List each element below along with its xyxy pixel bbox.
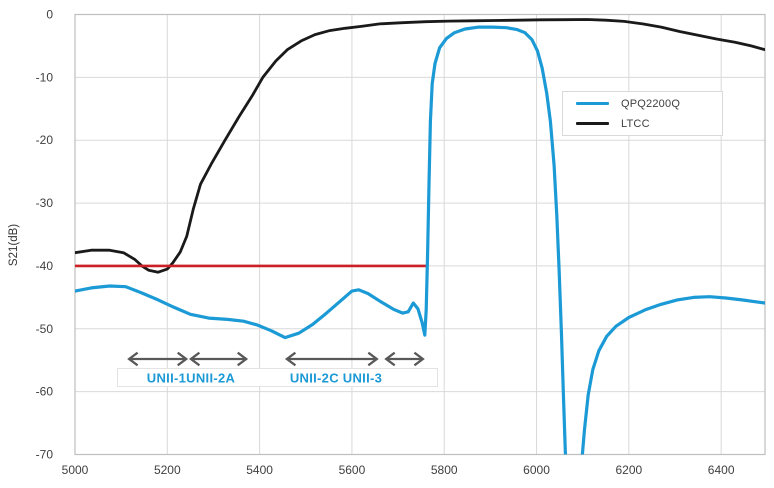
y-tick-label: -40 [36,259,54,273]
legend-label-qpq2200q: QPQ2200Q [621,97,681,110]
x-tick-label: 6000 [523,463,550,477]
legend-entry-ltcc: LTCC [576,118,722,130]
y-tick-label: 0 [46,8,53,22]
legend: QPQ2200Q LTCC [562,91,723,136]
x-tick-label: 5400 [246,463,273,477]
y-axis-title: S21(dB) [8,223,20,267]
x-tick-label: 6400 [708,463,735,477]
x-tick-label: 5800 [431,463,458,477]
unii-2c-unii-3-label: UNII-2C UNII-3 [289,370,383,385]
unii-1-band-arrow [127,351,189,367]
legend-label-ltcc: LTCC [621,117,650,130]
unii-bands-label-box: UNII-1UNII-2A UNII-2C UNII-3 [117,368,438,387]
y-tick-label: -30 [36,196,54,210]
legend-entry-qpq2200q: QPQ2200Q [576,98,722,110]
x-tick-label: 5200 [154,463,181,477]
ltcc-curve [75,18,765,274]
y-tick-label: -20 [36,133,54,147]
unii-2c-band-arrow [284,351,379,367]
unii-1-unii-2a-label: UNII-1UNII-2A [146,370,236,385]
y-tick-label: -10 [36,70,54,84]
x-tick-label: 6200 [615,463,642,477]
x-tick-label: 5600 [339,463,366,477]
qpq2200q-line-swatch [576,101,609,106]
x-tick-label: 5000 [62,463,89,477]
qpq2200q-curve [75,25,765,455]
y-tick-label: -70 [36,448,54,462]
unii-3-band-arrow [384,351,425,367]
y-tick-label: -50 [36,322,54,336]
ltcc-line-swatch [576,121,609,126]
unii-2a-band-arrow [188,351,249,367]
y-tick-label: -60 [36,385,54,399]
plot-border [74,13,766,456]
